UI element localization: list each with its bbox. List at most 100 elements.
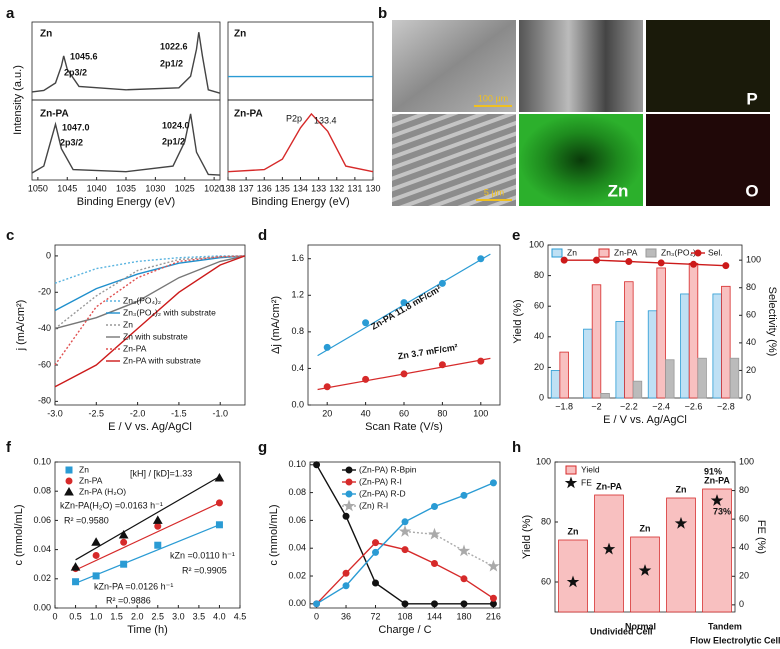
x-tick-label: 4.0 (213, 611, 226, 621)
series-line (54, 255, 246, 330)
legend-label: Zn (79, 464, 89, 474)
micrographs: 100 μm 5 μm P Zn O (392, 20, 770, 206)
series-line (54, 255, 246, 388)
annotation: 1045.6 (70, 51, 98, 61)
annotation: 73% (713, 506, 731, 516)
marker (602, 542, 616, 555)
marker (323, 343, 331, 351)
y-tick-label: 0.10 (33, 456, 51, 466)
y-tick-label: 0.00 (288, 598, 306, 608)
legend-label: (Zn-PA) R-D (359, 488, 406, 498)
legend-label: Zn₃(PO₄)₂ with substrate (123, 307, 216, 317)
plot-frame (309, 461, 501, 609)
marker (460, 491, 468, 499)
x-tick-label: 4.5 (234, 611, 247, 621)
bar (624, 281, 634, 399)
x-tick-label: 20 (322, 408, 332, 418)
marker (428, 527, 441, 540)
x-tick-label: 0 (314, 611, 319, 621)
x-axis-label: Time (h) (127, 624, 168, 636)
x-tick-label: 137 (239, 183, 254, 193)
marker (722, 262, 730, 270)
legend-label: Zn with substrate (123, 331, 188, 341)
series-line (31, 113, 221, 176)
marker (215, 521, 223, 529)
x-tick-label: −2.2 (620, 401, 638, 411)
y2-axis-label: Selectivity (%) (766, 287, 778, 357)
marker (372, 539, 380, 547)
bar (600, 393, 610, 399)
x-tick-label: −2.4 (652, 401, 670, 411)
y-tick-label: 0.00 (33, 602, 51, 612)
legend-label: Zn₃(PO₄)₂ (661, 247, 699, 257)
x-tick-label: 144 (427, 611, 442, 621)
series-line (564, 259, 726, 267)
x-tick-label: 1050 (28, 183, 48, 193)
annotation: R² =0.9905 (182, 565, 227, 575)
marker (154, 522, 162, 530)
bar-category-label: Zn (640, 523, 651, 533)
x-tick-label: 1.5 (110, 611, 123, 621)
x-tick-label: 3.0 (172, 611, 185, 621)
plot-frame (227, 21, 374, 101)
marker (152, 515, 163, 524)
marker (430, 560, 438, 568)
chart-title: Zn (40, 29, 52, 40)
y-axis-label: c (mmol/mL) (13, 504, 25, 565)
annotation: 1047.0 (62, 122, 90, 132)
marker (342, 499, 356, 512)
y-tick-label: -20 (38, 287, 51, 297)
x-tick-label: 2.5 (152, 611, 165, 621)
annotation: 2p3/2 (64, 67, 87, 77)
legend-label: (Zn-PA) R-Bpin (359, 464, 417, 474)
legend-swatch (565, 465, 577, 475)
marker (430, 502, 438, 510)
bar (702, 488, 732, 613)
plot-frame (31, 21, 221, 101)
marker (593, 256, 600, 264)
marker (457, 544, 471, 557)
sem-image (392, 20, 516, 112)
x-tick-label: -1.5 (171, 408, 187, 418)
legend-label: Zn (123, 319, 133, 329)
x-tick-label: −2.8 (717, 401, 735, 411)
x-tick-label: 134 (293, 183, 308, 193)
zn-map-image (519, 114, 643, 206)
bar (729, 357, 740, 399)
marker (118, 529, 129, 539)
x-axis-label: Binding Energy (eV) (77, 196, 175, 208)
x-tick-label: 100 (473, 408, 488, 418)
legend-label: Zn-PA with substrate (123, 355, 201, 365)
y-tick-label: 0.4 (291, 363, 304, 373)
series-line (31, 32, 221, 94)
panel-label: g (258, 439, 267, 456)
x-tick-label: 1040 (87, 183, 107, 193)
y-axis-label: Yield (%) (521, 515, 533, 559)
bar (583, 328, 593, 399)
x-tick-label: −2 (591, 401, 601, 411)
y-tick-label: 0.10 (288, 459, 306, 469)
bar (680, 293, 690, 399)
x-tick-label: 131 (347, 183, 362, 193)
marker (438, 361, 446, 369)
x-axis-label: Binding Energy (eV) (251, 196, 349, 208)
y2-tick-label: 80 (739, 485, 749, 495)
bar-category-label: Zn-PA (704, 475, 730, 485)
y-tick-label: 80 (534, 270, 544, 280)
marker (694, 249, 702, 257)
y2-tick-label: 0 (746, 392, 751, 402)
x-tick-label: −1.8 (555, 401, 573, 411)
plot-frame (54, 461, 241, 609)
y-tick-label: 0.06 (288, 515, 306, 525)
marker (477, 255, 485, 263)
marker (690, 260, 697, 268)
sem-image (519, 20, 643, 112)
element-label: O (745, 181, 758, 200)
annotation: Normal (625, 621, 656, 631)
x-tick-label: 1030 (145, 183, 165, 193)
x-tick-label: 60 (399, 408, 409, 418)
bar (666, 497, 696, 613)
y-tick-label: 0 (539, 392, 544, 402)
marker (638, 564, 652, 576)
